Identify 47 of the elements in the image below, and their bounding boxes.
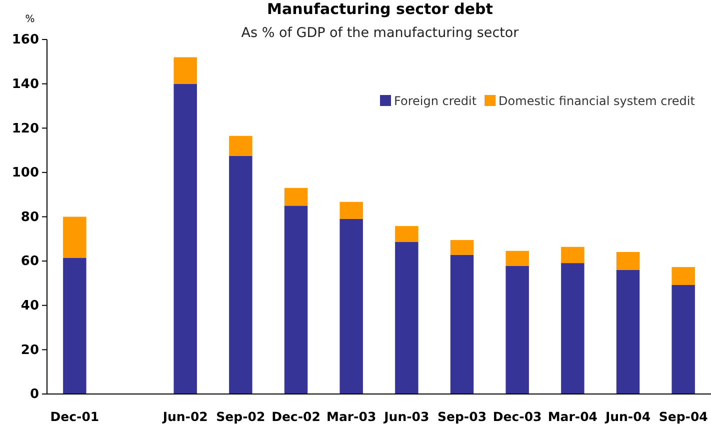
bar [284, 206, 308, 394]
bar [616, 252, 640, 270]
bar [672, 267, 695, 285]
legend-label: Domestic financial system credit [498, 94, 696, 108]
y-tick-label: 0 [30, 387, 39, 402]
x-tick-label: Sep-02 [216, 408, 266, 424]
y-tick-label: 40 [20, 298, 39, 314]
bar [450, 240, 474, 255]
bar [561, 263, 584, 394]
y-axis-title: % [25, 14, 35, 25]
x-tick-label: Dec-01 [50, 408, 100, 424]
y-tick-label: 160 [12, 32, 39, 48]
bar [616, 270, 640, 394]
x-tick-label: Dec-03 [492, 408, 542, 424]
bar [395, 226, 418, 242]
bar [174, 57, 197, 84]
x-tick-label: Sep-03 [437, 408, 487, 424]
y-tick-label: 20 [20, 342, 39, 358]
y-tick-label: 100 [12, 166, 39, 181]
bar [174, 84, 197, 394]
bar [506, 266, 529, 394]
bar [284, 188, 308, 206]
bar [672, 284, 695, 394]
chart-title: Manufacturing sector debt [267, 0, 493, 18]
x-tick-label: Dec-02 [272, 408, 320, 424]
chart-subtitle: As % of GDP of the manufacturing sector [241, 25, 520, 41]
bar [340, 202, 363, 219]
y-tick-label: 60 [20, 254, 39, 270]
bar [63, 216, 86, 258]
bar [395, 242, 418, 394]
y-tick-label: 80 [20, 210, 39, 225]
x-tick-label: Mar-04 [548, 408, 598, 424]
x-tick-label: Jun-03 [383, 408, 430, 424]
y-tick-label: 140 [12, 76, 39, 92]
bar [340, 218, 363, 394]
y-tick-label: 120 [12, 121, 39, 136]
bar [506, 250, 529, 266]
bar [229, 156, 252, 394]
x-tick-label: Mar-03 [326, 408, 376, 424]
legend-label: Foreign credit [394, 94, 477, 108]
x-tick-label: Sep-04 [658, 408, 708, 424]
x-tick-label: Jun-02 [162, 408, 208, 424]
x-tick-label: Jun-04 [604, 408, 651, 424]
bar [229, 136, 252, 156]
bar [561, 246, 584, 264]
bar [450, 254, 474, 394]
bar [63, 258, 86, 394]
